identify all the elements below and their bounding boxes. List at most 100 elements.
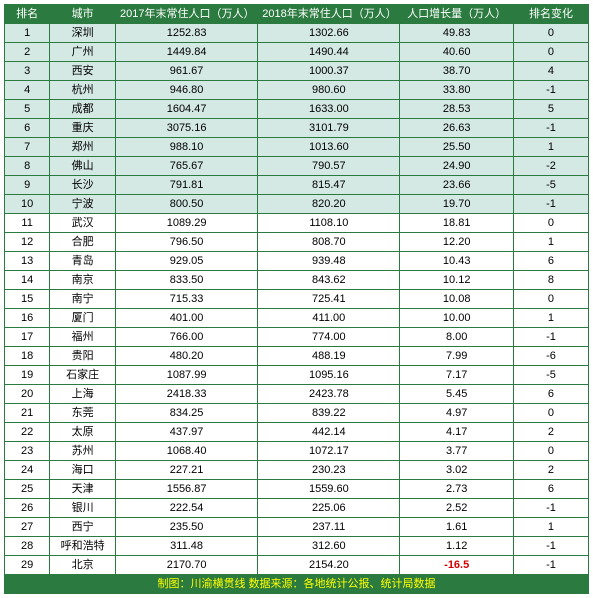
cell-city: 合肥: [50, 233, 116, 252]
cell-rank: 6: [5, 119, 50, 138]
cell-rank: 17: [5, 328, 50, 347]
cell-city: 杭州: [50, 81, 116, 100]
table-row: 26银川222.54225.062.52-1: [5, 499, 589, 518]
cell-city: 西宁: [50, 518, 116, 537]
cell-growth: 40.60: [400, 43, 513, 62]
table-row: 27西宁235.50237.111.611: [5, 518, 589, 537]
cell-change: 6: [513, 480, 588, 499]
cell-city: 重庆: [50, 119, 116, 138]
cell-rank: 16: [5, 309, 50, 328]
cell-growth: 3.77: [400, 442, 513, 461]
table-row: 4杭州946.80980.6033.80-1: [5, 81, 589, 100]
cell-change: 6: [513, 252, 588, 271]
cell-rank: 18: [5, 347, 50, 366]
cell-change: -1: [513, 537, 588, 556]
cell-p2018: 411.00: [258, 309, 400, 328]
cell-city: 太原: [50, 423, 116, 442]
cell-rank: 14: [5, 271, 50, 290]
cell-change: 0: [513, 43, 588, 62]
col-header-p2017: 2017年末常住人口（万人）: [115, 5, 257, 24]
cell-growth: 19.70: [400, 195, 513, 214]
cell-p2018: 725.41: [258, 290, 400, 309]
cell-city: 贵阳: [50, 347, 116, 366]
cell-city: 福州: [50, 328, 116, 347]
table-row: 10宁波800.50820.2019.70-1: [5, 195, 589, 214]
cell-p2017: 796.50: [115, 233, 257, 252]
cell-growth: 8.00: [400, 328, 513, 347]
cell-rank: 29: [5, 556, 50, 575]
table-row: 24海口227.21230.233.022: [5, 461, 589, 480]
cell-p2017: 766.00: [115, 328, 257, 347]
cell-rank: 27: [5, 518, 50, 537]
cell-growth: -16.5: [400, 556, 513, 575]
table-header: 排名城市2017年末常住人口（万人）2018年末常住人口（万人）人口增长量（万人…: [5, 5, 589, 24]
cell-change: -6: [513, 347, 588, 366]
cell-p2017: 437.97: [115, 423, 257, 442]
cell-p2017: 1252.83: [115, 24, 257, 43]
cell-p2017: 800.50: [115, 195, 257, 214]
cell-rank: 13: [5, 252, 50, 271]
cell-p2018: 843.62: [258, 271, 400, 290]
cell-p2018: 815.47: [258, 176, 400, 195]
cell-city: 深圳: [50, 24, 116, 43]
table-row: 8佛山765.67790.5724.90-2: [5, 157, 589, 176]
cell-growth: 12.20: [400, 233, 513, 252]
cell-growth: 24.90: [400, 157, 513, 176]
cell-growth: 4.97: [400, 404, 513, 423]
table-row: 14南京833.50843.6210.128: [5, 271, 589, 290]
cell-growth: 2.52: [400, 499, 513, 518]
cell-rank: 15: [5, 290, 50, 309]
table-body: 1深圳1252.831302.6649.8302广州1449.841490.44…: [5, 24, 589, 575]
cell-change: 8: [513, 271, 588, 290]
cell-p2018: 230.23: [258, 461, 400, 480]
cell-p2017: 1449.84: [115, 43, 257, 62]
cell-city: 天津: [50, 480, 116, 499]
col-header-rank: 排名: [5, 5, 50, 24]
cell-growth: 18.81: [400, 214, 513, 233]
cell-growth: 49.83: [400, 24, 513, 43]
cell-p2017: 765.67: [115, 157, 257, 176]
table-row: 20上海2418.332423.785.456: [5, 385, 589, 404]
cell-rank: 28: [5, 537, 50, 556]
cell-change: 2: [513, 461, 588, 480]
cell-city: 南京: [50, 271, 116, 290]
table-row: 15南宁715.33725.4110.080: [5, 290, 589, 309]
cell-growth: 25.50: [400, 138, 513, 157]
cell-p2018: 1108.10: [258, 214, 400, 233]
cell-rank: 4: [5, 81, 50, 100]
cell-city: 厦门: [50, 309, 116, 328]
cell-growth: 33.80: [400, 81, 513, 100]
cell-rank: 8: [5, 157, 50, 176]
cell-city: 苏州: [50, 442, 116, 461]
col-header-growth: 人口增长量（万人）: [400, 5, 513, 24]
cell-p2017: 988.10: [115, 138, 257, 157]
cell-p2018: 839.22: [258, 404, 400, 423]
table-row: 5成都1604.471633.0028.535: [5, 100, 589, 119]
cell-change: 0: [513, 290, 588, 309]
table-row: 2广州1449.841490.4440.600: [5, 43, 589, 62]
cell-p2017: 227.21: [115, 461, 257, 480]
table-row: 28呼和浩特311.48312.601.12-1: [5, 537, 589, 556]
cell-rank: 7: [5, 138, 50, 157]
cell-change: 6: [513, 385, 588, 404]
cell-p2017: 1604.47: [115, 100, 257, 119]
cell-city: 武汉: [50, 214, 116, 233]
cell-rank: 20: [5, 385, 50, 404]
cell-p2017: 2170.70: [115, 556, 257, 575]
cell-p2017: 791.81: [115, 176, 257, 195]
col-header-change: 排名变化: [513, 5, 588, 24]
cell-change: 0: [513, 214, 588, 233]
cell-p2017: 833.50: [115, 271, 257, 290]
cell-p2017: 946.80: [115, 81, 257, 100]
cell-rank: 24: [5, 461, 50, 480]
cell-growth: 2.73: [400, 480, 513, 499]
cell-p2018: 1302.66: [258, 24, 400, 43]
cell-p2017: 2418.33: [115, 385, 257, 404]
cell-change: 1: [513, 233, 588, 252]
cell-rank: 19: [5, 366, 50, 385]
cell-city: 银川: [50, 499, 116, 518]
cell-growth: 7.99: [400, 347, 513, 366]
table-row: 23苏州1068.401072.173.770: [5, 442, 589, 461]
cell-p2018: 1072.17: [258, 442, 400, 461]
cell-change: -1: [513, 119, 588, 138]
